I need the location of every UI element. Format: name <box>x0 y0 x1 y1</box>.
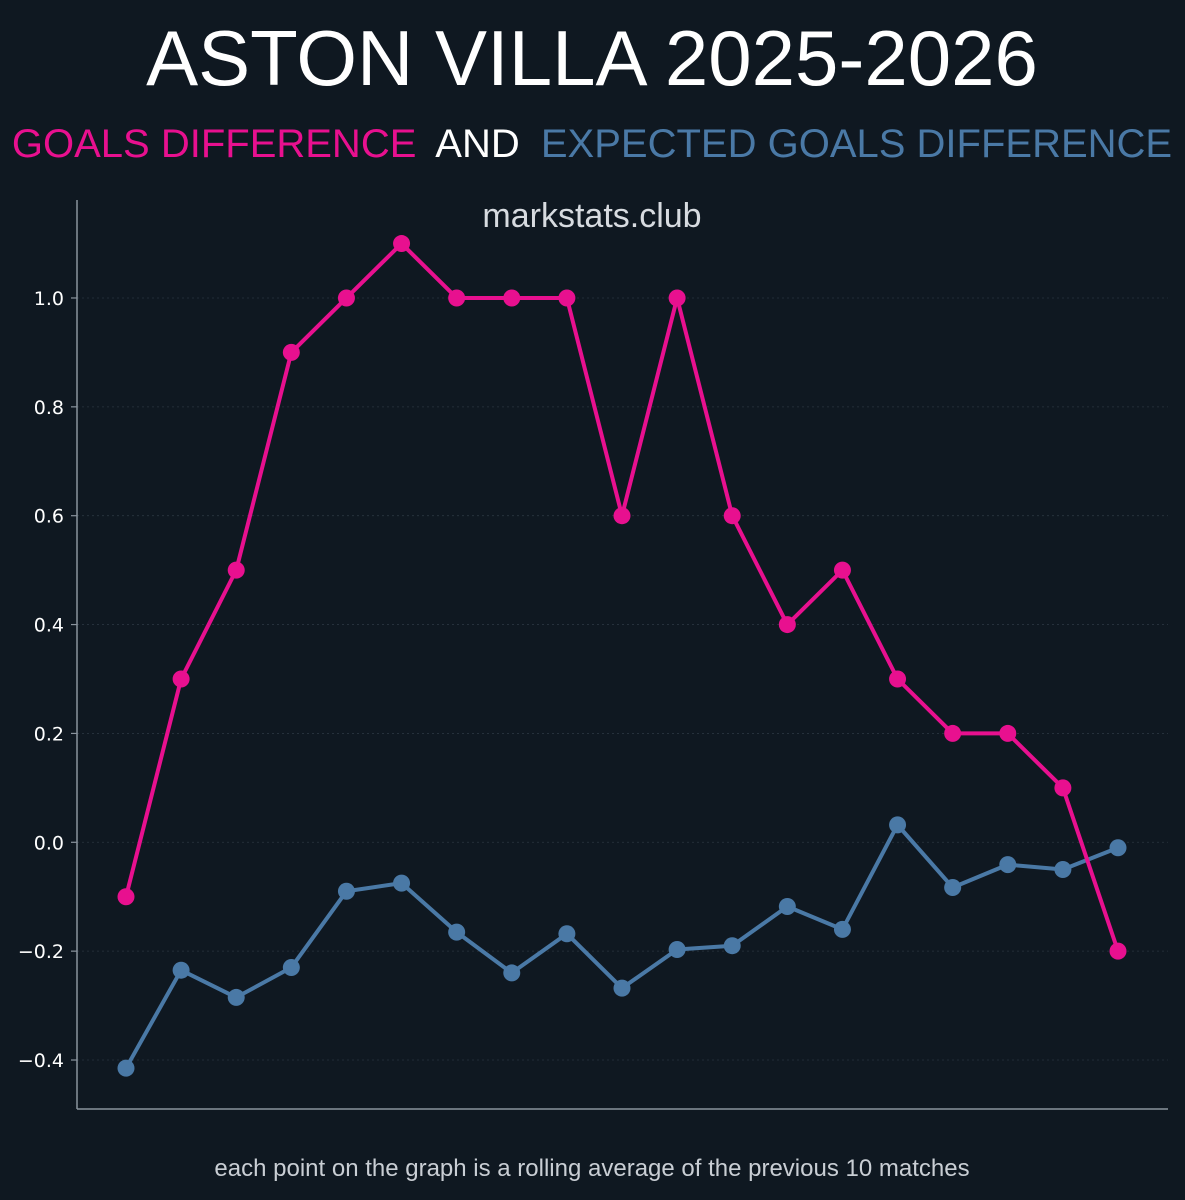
data-point-goals <box>999 724 1017 742</box>
data-point-goals <box>117 888 135 906</box>
data-point-xg <box>1054 861 1072 879</box>
data-point-goals <box>833 561 851 579</box>
data-point-xg <box>1109 839 1127 857</box>
data-point-xg <box>117 1059 135 1077</box>
data-point-goals <box>448 289 466 307</box>
y-tick-label: 0.2 <box>34 723 64 745</box>
data-point-goals <box>944 724 962 742</box>
data-point-goals <box>778 616 796 634</box>
data-point-xg <box>889 816 907 834</box>
y-tick-label: −0.2 <box>18 941 64 963</box>
data-point-goals <box>1109 942 1127 960</box>
data-point-xg <box>613 979 631 997</box>
data-point-xg <box>227 988 245 1006</box>
data-point-goals <box>503 289 521 307</box>
data-point-xg <box>172 961 190 979</box>
data-point-goals <box>337 289 355 307</box>
data-point-goals <box>1054 779 1072 797</box>
subtitle-and: AND <box>435 122 519 166</box>
series-line-goals <box>124 241 1120 954</box>
grid-layer <box>77 297 1168 1061</box>
subtitle-goals-difference: GOALS DIFFERENCE <box>12 122 417 166</box>
y-tick-labels: −0.4 −0.2 0.0 0.2 0.4 0.6 0.8 1.0 <box>18 288 64 1072</box>
y-tick-label: 0.4 <box>34 615 64 637</box>
data-point-xg <box>393 874 411 892</box>
data-point-xg <box>723 937 741 955</box>
data-point-xg <box>668 941 686 959</box>
data-point-xg <box>282 958 300 976</box>
subtitle-expected-goals-difference: EXPECTED GOALS DIFFERENCE <box>541 122 1172 166</box>
series-layer <box>117 235 1127 1077</box>
axes-layer <box>71 200 1168 1110</box>
data-point-goals <box>723 507 741 525</box>
data-point-goals <box>668 289 686 307</box>
data-point-goals <box>889 670 907 688</box>
series-xg <box>117 816 1127 1077</box>
data-point-xg <box>558 925 576 943</box>
y-tick-label: 1.0 <box>34 288 64 310</box>
chart-title: ASTON VILLA 2025-2026 <box>146 14 1038 102</box>
data-point-xg <box>778 898 796 916</box>
watermark: markstats.club <box>482 197 701 235</box>
data-point-xg <box>448 923 466 941</box>
y-tick-label: 0.0 <box>34 832 64 854</box>
data-point-goals <box>558 289 576 307</box>
data-point-goals <box>393 235 411 253</box>
chart-subtitle: GOALS DIFFERENCE AND EXPECTED GOALS DIFF… <box>12 122 1172 166</box>
data-point-goals <box>227 561 245 579</box>
data-point-goals <box>172 670 190 688</box>
series-line-xg <box>124 822 1120 1071</box>
series-goals <box>117 235 1127 960</box>
data-point-xg <box>503 964 521 982</box>
data-point-xg <box>944 878 962 896</box>
y-tick-label: 0.6 <box>34 506 64 528</box>
footnote: each point on the graph is a rolling ave… <box>214 1155 969 1182</box>
data-point-goals <box>282 343 300 361</box>
data-point-xg <box>833 920 851 938</box>
data-point-xg <box>999 856 1017 874</box>
y-tick-label: −0.4 <box>18 1050 64 1072</box>
data-point-goals <box>613 507 631 525</box>
y-tick-label: 0.8 <box>34 397 64 419</box>
data-point-xg <box>337 882 355 900</box>
